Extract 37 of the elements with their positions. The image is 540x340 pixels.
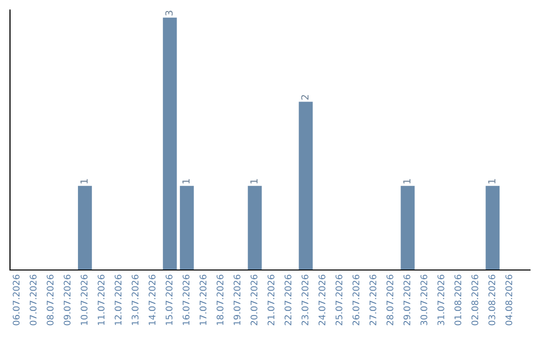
data-label: 3	[165, 10, 173, 16]
x-tick-label: 29.07.2026	[403, 274, 410, 326]
data-label: 1	[403, 179, 410, 184]
x-tick-label: 08.07.2026	[46, 274, 54, 326]
x-tick-label: 10.07.2026	[80, 274, 88, 325]
x-tick-label: 18.07.2026	[216, 274, 224, 325]
x-tick-label: 25.07.2026	[336, 274, 342, 326]
x-tick-label: 31.07.2026	[437, 274, 444, 326]
x-tick-label: 21.07.2026	[268, 274, 274, 326]
x-tick-label: 23.07.2026	[302, 274, 308, 326]
x-tick-label: 01.08.2026	[454, 274, 462, 326]
data-label: 2	[301, 95, 308, 100]
x-tick-label: 06.07.2026	[12, 274, 20, 326]
x-tick-label: 15.07.2026	[166, 274, 172, 325]
x-tick-label: 22.07.2026	[284, 274, 292, 326]
x-tick-label: 16.07.2026	[182, 274, 190, 325]
x-tick-label: 07.07.2026	[30, 274, 37, 326]
data-label: 1	[250, 179, 258, 184]
x-tick-label: 19.07.2026	[234, 274, 240, 325]
x-tick-label: 12.07.2026	[114, 274, 122, 325]
x-tick-label: 30.07.2026	[420, 274, 428, 326]
x-tick-label: 24.07.2026	[318, 274, 326, 326]
data-label: 1	[488, 179, 496, 184]
x-tick-label: 03.08.2026	[488, 274, 496, 326]
data-label: 1	[182, 179, 190, 184]
x-tick-label: 27.07.2026	[370, 274, 376, 326]
x-tick-label: 02.08.2026	[471, 274, 478, 326]
x-tick-label: 11.07.2026	[98, 274, 105, 325]
data-label: 1	[80, 179, 88, 184]
x-tick-label: 09.07.2026	[64, 274, 71, 326]
x-tick-label: 13.07.2026	[132, 274, 138, 325]
x-tick-label: 14.07.2026	[148, 274, 156, 325]
x-tick-label: 20.07.2026	[250, 274, 258, 326]
x-tick-label: 04.08.2026	[505, 274, 512, 326]
x-tick-label: 28.07.2026	[386, 274, 394, 326]
x-tick-label: 17.07.2026	[200, 274, 206, 325]
x-tick-label: 26.07.2026	[352, 274, 360, 326]
